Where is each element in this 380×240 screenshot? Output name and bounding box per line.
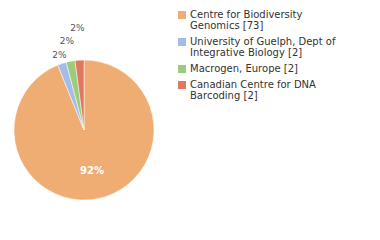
legend-label-line: University of Guelph, Dept of: [190, 36, 336, 47]
legend-label: Macrogen, Europe [2]: [190, 63, 298, 74]
legend-swatch: [178, 38, 186, 46]
pie: 92% 2% 2% 2%: [14, 23, 154, 200]
chart-svg: 92% 2% 2% 2% Centre for BiodiversityGenomics…: [0, 0, 380, 240]
chart-container: 92% 2% 2% 2% Centre for BiodiversityGenomics…: [0, 0, 380, 240]
legend-label: Centre for BiodiversityGenomics [73]: [190, 9, 303, 31]
legend-swatch: [178, 11, 186, 19]
data-label: 92%: [80, 165, 104, 176]
legend: Centre for BiodiversityGenomics [73] Univ…: [178, 9, 336, 101]
legend-label: Canadian Centre for DNABarcoding [2]: [190, 79, 316, 101]
data-label: 2%: [70, 23, 85, 33]
legend-label-line: Genomics [73]: [190, 20, 263, 31]
pie-slice: [14, 60, 154, 200]
data-label: 2%: [60, 36, 75, 46]
legend-label-line: Centre for Biodiversity: [190, 9, 303, 20]
pie-slice: [75, 60, 84, 130]
legend-label-line: Macrogen, Europe [2]: [190, 63, 298, 74]
legend-swatch: [178, 81, 186, 89]
legend-label-line: Barcoding [2]: [190, 90, 258, 101]
legend-label: University of Guelph, Dept ofIntegrative…: [190, 36, 336, 58]
legend-label-line: Canadian Centre for DNA: [190, 79, 316, 90]
data-label: 2%: [52, 50, 67, 60]
pie-slice: [66, 61, 84, 130]
legend-swatch: [178, 65, 186, 73]
legend-label-line: Integrative Biology [2]: [190, 47, 302, 58]
